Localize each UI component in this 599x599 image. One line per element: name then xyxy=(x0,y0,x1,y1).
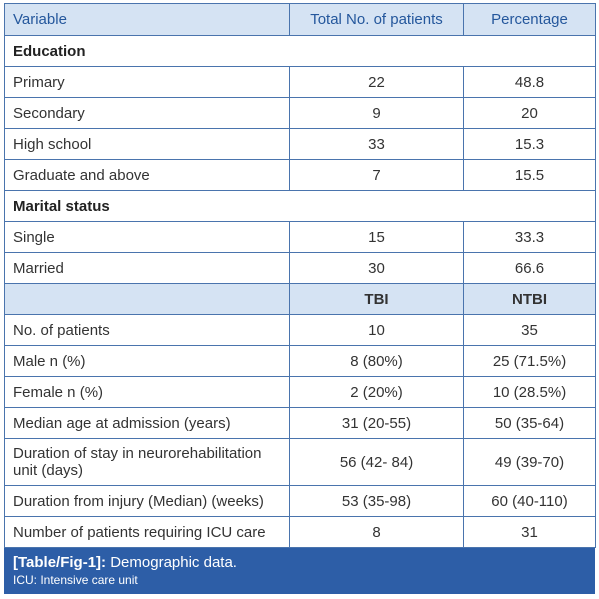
value-cell: 10 (28.5%) xyxy=(463,376,596,408)
header-cell: Percentage xyxy=(463,3,596,36)
value-cell: 33 xyxy=(289,128,464,160)
table-row: Median age at admission (years) 31 (20-55… xyxy=(4,407,596,439)
table-row: Single 15 33.3 xyxy=(4,221,596,253)
header-row: Variable Total No. of patients Percentage xyxy=(4,3,596,36)
value-cell: 66.6 xyxy=(463,252,596,284)
section-label: Marital status xyxy=(4,190,596,222)
value-cell: 31 xyxy=(463,516,596,548)
value-cell: 25 (71.5%) xyxy=(463,345,596,377)
table-row: Secondary 9 20 xyxy=(4,97,596,129)
table-row: Duration from injury (Median) (weeks) 53 … xyxy=(4,485,596,517)
value-cell: 22 xyxy=(289,66,464,98)
row-label: Male n (%) xyxy=(4,345,290,377)
row-label xyxy=(4,283,290,315)
value-cell: TBI xyxy=(289,283,464,315)
header-cell: Variable xyxy=(4,3,290,36)
row-label: Female n (%) xyxy=(4,376,290,408)
table-row: High school 33 15.3 xyxy=(4,128,596,160)
value-cell: 35 xyxy=(463,314,596,346)
row-label: Duration of stay in neurorehabilitation … xyxy=(4,438,290,486)
value-cell: 33.3 xyxy=(463,221,596,253)
table-row: No. of patients 10 35 xyxy=(4,314,596,346)
row-label: High school xyxy=(4,128,290,160)
caption: [Table/Fig-1]: Demographic data. ICU: In… xyxy=(4,548,595,594)
header-cell: Total No. of patients xyxy=(289,3,464,36)
row-label: Primary xyxy=(4,66,290,98)
value-cell: NTBI xyxy=(463,283,596,315)
value-cell: 30 xyxy=(289,252,464,284)
table-row: Marital status xyxy=(4,190,596,222)
caption-label: [Table/Fig-1]: xyxy=(13,554,107,571)
value-cell: 10 xyxy=(289,314,464,346)
table-row: Primary 22 48.8 xyxy=(4,66,596,98)
value-cell: 49 (39-70) xyxy=(463,438,596,486)
value-cell: 56 (42- 84) xyxy=(289,438,464,486)
value-cell: 15.3 xyxy=(463,128,596,160)
row-label: No. of patients xyxy=(4,314,290,346)
table-row: Married 30 66.6 xyxy=(4,252,596,284)
value-cell: 2 (20%) xyxy=(289,376,464,408)
row-label: Married xyxy=(4,252,290,284)
value-cell: 8 (80%) xyxy=(289,345,464,377)
table-row: TBI NTBI xyxy=(4,283,596,315)
value-cell: 7 xyxy=(289,159,464,191)
data-table: Variable Total No. of patients Percentage … xyxy=(4,3,596,548)
value-cell: 48.8 xyxy=(463,66,596,98)
table-row: Female n (%) 2 (20%) 10 (28.5%) xyxy=(4,376,596,408)
value-cell: 8 xyxy=(289,516,464,548)
section-label: Education xyxy=(4,35,596,67)
value-cell: 15 xyxy=(289,221,464,253)
row-label: Number of patients requiring ICU care xyxy=(4,516,290,548)
table-row: Number of patients requiring ICU care 8 31 xyxy=(4,516,596,548)
row-label: Single xyxy=(4,221,290,253)
row-label: Duration from injury (Median) (weeks) xyxy=(4,485,290,517)
row-label: Graduate and above xyxy=(4,159,290,191)
value-cell: 53 (35-98) xyxy=(289,485,464,517)
table-row: Education xyxy=(4,35,596,67)
table-figure: Variable Total No. of patients Percentage … xyxy=(4,3,596,594)
value-cell: 20 xyxy=(463,97,596,129)
table-row: Graduate and above 7 15.5 xyxy=(4,159,596,191)
value-cell: 60 (40-110) xyxy=(463,485,596,517)
value-cell: 9 xyxy=(289,97,464,129)
row-label: Median age at admission (years) xyxy=(4,407,290,439)
caption-note: ICU: Intensive care unit xyxy=(13,573,138,587)
table-row: Duration of stay in neurorehabilitation … xyxy=(4,438,596,486)
row-label: Secondary xyxy=(4,97,290,129)
table-row: Male n (%) 8 (80%) 25 (71.5%) xyxy=(4,345,596,377)
value-cell: 31 (20-55) xyxy=(289,407,464,439)
caption-title: Demographic data. xyxy=(110,554,237,571)
value-cell: 15.5 xyxy=(463,159,596,191)
value-cell: 50 (35-64) xyxy=(463,407,596,439)
